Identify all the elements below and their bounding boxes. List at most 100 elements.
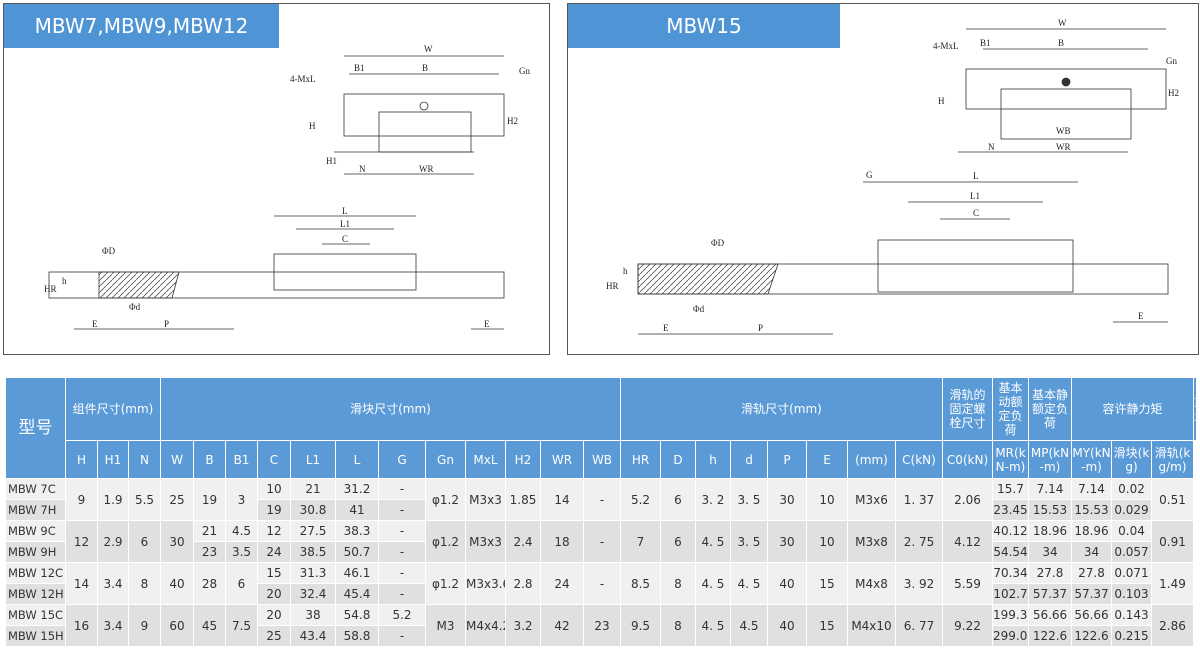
table-cell: 18	[540, 520, 584, 563]
column-group-header: 容许静力矩	[1070, 377, 1195, 441]
table-cell: 40.12	[992, 520, 1029, 542]
table-cell: 10	[257, 478, 291, 500]
dim-MxL: 4-MxL	[933, 41, 959, 51]
table-cell: 16	[65, 604, 98, 647]
dim-WR: WR	[419, 164, 434, 174]
table-cell: 2.4	[505, 520, 541, 563]
table-cell: 15.53	[1071, 499, 1112, 521]
table-cell: 27.8	[1071, 562, 1112, 584]
table-cell: 2. 75	[895, 520, 943, 563]
table-cell: 3.4	[97, 604, 129, 647]
column-group-header: 组件尺寸(mm)	[65, 377, 161, 441]
column-header: H2	[505, 440, 541, 479]
column-header: MxL	[465, 440, 506, 479]
table-cell: 46.1	[335, 562, 379, 584]
column-header: B	[193, 440, 226, 479]
table-cell: 8	[660, 604, 696, 647]
column-header: G	[378, 440, 426, 479]
dim-h: h	[623, 266, 628, 276]
table-row: MBW 9C 12 2.9 6 30 21 4.5 12 27.5 38.3- φ1.2 M3x3 2.…	[5, 520, 1197, 563]
technical-drawing: W B1 B Gn 4-MxL H H2 WB N WR G L L1 C ΦD…	[606, 18, 1179, 335]
dim-D: ΦD	[102, 246, 116, 256]
table-cell: 43.4	[290, 625, 336, 647]
dim-W: W	[424, 44, 433, 54]
table-cell: 4.5	[225, 520, 258, 542]
dim-E: E	[663, 323, 669, 333]
drawing-panel-mbw7-9-12: MBW7,MBW9,MBW12 W B1 B Gn 4-MxL H H2 H1 …	[3, 3, 550, 355]
table-cell: -	[378, 562, 426, 584]
column-header: L1	[290, 440, 336, 479]
table-cell: 30	[767, 478, 807, 521]
dim-E-right: E	[484, 319, 490, 329]
dim-WR: WR	[1056, 142, 1071, 152]
table-cell: 27.5	[290, 520, 336, 542]
dim-P: P	[164, 319, 169, 329]
table-cell: 1.85	[505, 478, 541, 521]
table-cell: 34	[1028, 541, 1072, 563]
table-cell: 9.5	[620, 604, 661, 647]
dim-W: W	[1058, 18, 1067, 28]
table-cell: 45.4	[335, 583, 379, 605]
dim-WB: WB	[1056, 126, 1071, 136]
model-name: MBW 7C	[5, 478, 66, 500]
table-cell: 34	[1071, 541, 1112, 563]
table-cell: 45	[193, 604, 226, 647]
table-cell: 1. 37	[895, 478, 943, 521]
column-header: WB	[583, 440, 621, 479]
table-cell: 31.2	[335, 478, 379, 500]
table-cell: 19	[257, 499, 291, 521]
table-cell: 4. 5	[730, 562, 768, 605]
model-name: MBW 7H	[5, 499, 66, 521]
table-cell: 2.9	[97, 520, 129, 563]
table-cell: 54.8	[335, 604, 379, 626]
table-cell: 18.96	[1028, 520, 1072, 542]
table-cell: 40	[160, 562, 194, 605]
table-cell: 6	[225, 562, 258, 605]
table-cell: 5.59	[942, 562, 993, 605]
table-cell: 40	[767, 604, 807, 647]
table-cell: 38.3	[335, 520, 379, 542]
table-cell: 2.8	[505, 562, 541, 605]
column-header: L	[335, 440, 379, 479]
table-cell: 42	[540, 604, 584, 647]
table-cell: 6	[128, 520, 161, 563]
table-cell: M3x8	[847, 520, 896, 563]
column-header: E	[806, 440, 848, 479]
dim-C: C	[973, 208, 979, 218]
table-cell: 24	[257, 541, 291, 563]
dim-E-right: E	[1138, 311, 1144, 321]
table-cell: 1.9	[97, 478, 129, 521]
table-cell: 30	[767, 520, 807, 563]
dim-h: h	[62, 276, 67, 286]
table-cell: 15	[806, 562, 848, 605]
table-cell: 40	[767, 562, 807, 605]
table-cell: 56.66	[1028, 604, 1072, 626]
table-cell: M3x3.6	[465, 562, 506, 605]
table-cell: 23.45	[992, 499, 1029, 521]
dim-H2: H2	[1168, 88, 1179, 98]
table-cell: 50.7	[335, 541, 379, 563]
table-cell: 3.5	[225, 541, 258, 563]
table-cell: 5.2	[620, 478, 661, 521]
table-row: MBW 15C163.4960457.5203854.85.2M3M4x4.23…	[5, 604, 1197, 647]
table-cell: 32.4	[290, 583, 336, 605]
table-cell: M3x6	[847, 478, 896, 521]
column-header: (mm)	[847, 440, 896, 479]
column-header: HR	[620, 440, 661, 479]
column-header: MP(kN-m)	[1028, 440, 1072, 479]
table-cell: 8	[128, 562, 161, 605]
dim-MxL: 4-MxL	[290, 74, 316, 84]
column-group-header: 滑轨的固定螺栓尺寸	[942, 377, 993, 441]
column-header: h	[695, 440, 731, 479]
table-cell: 15	[806, 604, 848, 647]
table-cell: -	[378, 478, 426, 500]
dim-Gn: Gn	[1166, 56, 1177, 66]
dim-L: L	[973, 171, 979, 181]
table-cell: 38	[290, 604, 336, 626]
table-cell: -	[378, 520, 426, 542]
table-cell: 4.12	[942, 520, 993, 563]
technical-drawing: W B1 B Gn 4-MxL H H2 H1 N WR L L1 C ΦD h…	[44, 44, 530, 330]
table-cell: 56.66	[1071, 604, 1112, 626]
table-cell: 3. 5	[730, 520, 768, 563]
